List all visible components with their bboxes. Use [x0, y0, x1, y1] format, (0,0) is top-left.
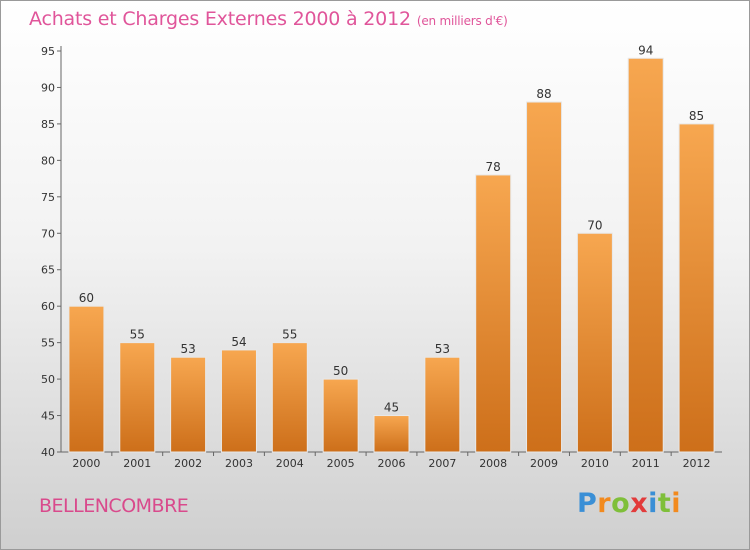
bar: [373, 415, 410, 453]
logo-letter: o: [611, 488, 631, 519]
x-tick-label: 2006: [378, 457, 406, 470]
bar: [678, 123, 715, 453]
data-labels: 60 55 53 54 55 50 45 53 78 88 70 94 85: [79, 43, 704, 414]
y-tick-label: 65: [41, 264, 55, 277]
x-tick-label: 2007: [428, 457, 456, 470]
x-tick-label: 2012: [683, 457, 711, 470]
logo-letter: i: [671, 488, 682, 519]
bar: [576, 232, 613, 453]
x-tick-label: 2000: [72, 457, 100, 470]
y-tick-label: 95: [41, 45, 55, 58]
data-label: 53: [435, 342, 450, 356]
bar: [424, 356, 461, 453]
x-tick-label: 2010: [581, 457, 609, 470]
bar: [220, 349, 257, 453]
y-tick-label: 85: [41, 118, 55, 131]
x-tick-label: 2004: [276, 457, 304, 470]
data-label: 45: [384, 401, 399, 415]
bar: [271, 342, 308, 453]
y-tick-label: 70: [41, 227, 55, 240]
place-name: BELLENCOMBRE: [39, 495, 189, 517]
y-tick-label: 55: [41, 337, 55, 350]
bar: [475, 174, 512, 453]
data-label: 70: [587, 218, 602, 232]
chart-title: Achats et Charges Externes 2000 à 2012 (e…: [29, 8, 508, 30]
y-tick-label: 80: [41, 154, 55, 167]
bar: [68, 305, 105, 453]
data-label: 85: [689, 109, 704, 123]
logo-letter: x: [630, 488, 649, 519]
x-tick-label: 2001: [123, 457, 151, 470]
bars: [68, 57, 715, 453]
y-tick-label: 45: [41, 410, 55, 423]
y-tick-label: 40: [41, 446, 55, 459]
x-tick-label: 2005: [327, 457, 355, 470]
logo-letter: t: [657, 488, 672, 519]
data-label: 78: [486, 160, 501, 174]
bar: [322, 378, 359, 453]
data-label: 50: [333, 364, 348, 378]
y-tick-label: 50: [41, 373, 55, 386]
y-tick-label: 90: [41, 81, 55, 94]
proxiti-logo[interactable]: Proxiti: [577, 488, 681, 519]
data-label: 55: [130, 328, 145, 342]
x-tick-label: 2008: [479, 457, 507, 470]
chart-title-text: Achats et Charges Externes 2000 à 2012: [29, 8, 411, 30]
data-label: 60: [79, 291, 94, 305]
data-label: 54: [231, 335, 246, 349]
data-label: 88: [536, 87, 551, 101]
x-tick-label: 2003: [225, 457, 253, 470]
bar: [170, 356, 207, 453]
y-tick-label: 60: [41, 300, 55, 313]
bar: [119, 342, 156, 453]
x-tick-label: 2011: [632, 457, 660, 470]
y-tick-label: 75: [41, 191, 55, 204]
logo-letter: r: [597, 488, 612, 519]
x-tick-label: 2009: [530, 457, 558, 470]
bar: [627, 57, 664, 453]
data-label: 55: [282, 328, 297, 342]
x-tick-label: 2002: [174, 457, 202, 470]
logo-letter: P: [577, 488, 598, 519]
bar: [526, 101, 563, 453]
data-label: 53: [180, 342, 195, 356]
logo-letter: i: [648, 488, 658, 519]
data-label: 94: [638, 43, 653, 57]
chart-subtitle: (en milliers d'€): [416, 14, 508, 28]
